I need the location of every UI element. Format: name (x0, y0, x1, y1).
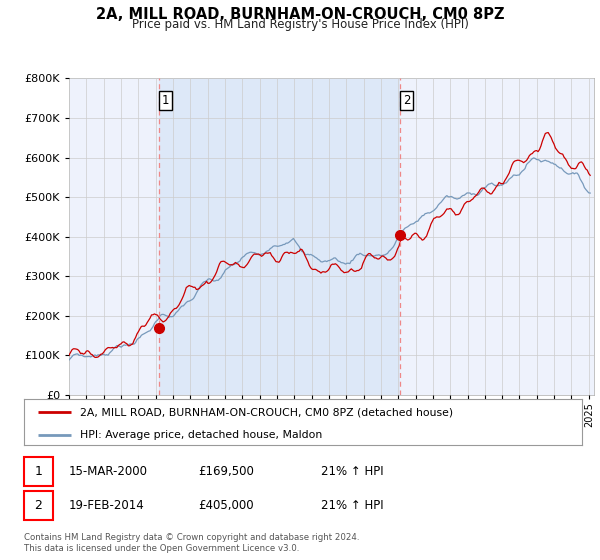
Text: 2A, MILL ROAD, BURNHAM-ON-CROUCH, CM0 8PZ: 2A, MILL ROAD, BURNHAM-ON-CROUCH, CM0 8P… (96, 7, 504, 22)
Text: 1: 1 (34, 465, 43, 478)
Text: 21% ↑ HPI: 21% ↑ HPI (321, 465, 383, 478)
Text: 2: 2 (34, 498, 43, 512)
Text: 2: 2 (403, 94, 410, 107)
Text: 15-MAR-2000: 15-MAR-2000 (69, 465, 148, 478)
Text: 2A, MILL ROAD, BURNHAM-ON-CROUCH, CM0 8PZ (detached house): 2A, MILL ROAD, BURNHAM-ON-CROUCH, CM0 8P… (80, 407, 453, 417)
Bar (159, 78, 400, 395)
Text: Price paid vs. HM Land Registry's House Price Index (HPI): Price paid vs. HM Land Registry's House … (131, 18, 469, 31)
Text: £405,000: £405,000 (198, 498, 254, 512)
Text: 1: 1 (162, 94, 169, 107)
Text: 21% ↑ HPI: 21% ↑ HPI (321, 498, 383, 512)
Text: £169,500: £169,500 (198, 465, 254, 478)
Text: 19-FEB-2014: 19-FEB-2014 (69, 498, 145, 512)
Text: HPI: Average price, detached house, Maldon: HPI: Average price, detached house, Mald… (80, 430, 322, 440)
Text: Contains HM Land Registry data © Crown copyright and database right 2024.
This d: Contains HM Land Registry data © Crown c… (24, 533, 359, 553)
